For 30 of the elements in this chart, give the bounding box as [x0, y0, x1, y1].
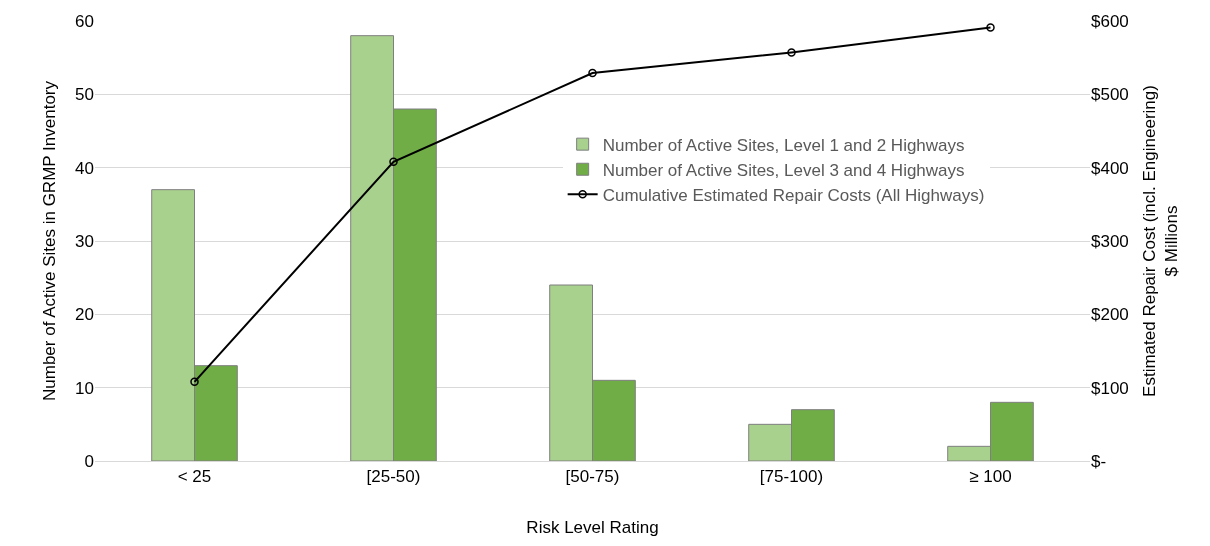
- x-tick-label: [25-50): [366, 467, 421, 487]
- y2-axis-title: Estimated Repair Cost (incl. Engineering) $ Millions: [1140, 85, 1182, 397]
- legend-label: Number of Active Sites, Level 1 and 2 Highways: [602, 135, 965, 155]
- y-tick-label: 50: [75, 85, 94, 105]
- y2-tick-label: $-: [1091, 451, 1107, 471]
- y-tick-label: 40: [75, 158, 94, 178]
- y-tick-label: 30: [75, 231, 94, 251]
- x-tick-label: [50-75): [565, 467, 620, 487]
- point: [389, 157, 398, 167]
- point: [787, 48, 796, 57]
- y-axis-title: Number of Active Sites in GRMP Inventory: [39, 80, 59, 401]
- y-tick-label: 10: [75, 378, 94, 398]
- point: [588, 68, 597, 78]
- y2-tick-label: $600: [1091, 11, 1129, 31]
- y2-tick-label: $100: [1091, 378, 1129, 398]
- y2-tick-label: $300: [1091, 231, 1129, 251]
- legend-label: Number of Active Sites, Level 3 and 4 Highways: [602, 160, 965, 180]
- x-tick-label: [75-100): [759, 467, 824, 487]
- y-tick-label: 60: [75, 11, 94, 31]
- y-tick-label: 0: [84, 451, 94, 471]
- point: [986, 23, 995, 32]
- x-tick-label: < 25: [177, 467, 212, 487]
- point: [190, 377, 199, 387]
- x-axis-title: Risk Level Rating: [526, 517, 659, 537]
- y2-tick-label: $400: [1091, 158, 1129, 178]
- legend-label: Cumulative Estimated Repair Costs (All Highways): [602, 185, 985, 205]
- y2-tick-label: $200: [1091, 305, 1129, 325]
- y2-tick-label: $500: [1091, 85, 1129, 105]
- x-tick-label: ≥ 100: [969, 467, 1012, 487]
- y-tick-label: 20: [75, 305, 94, 325]
